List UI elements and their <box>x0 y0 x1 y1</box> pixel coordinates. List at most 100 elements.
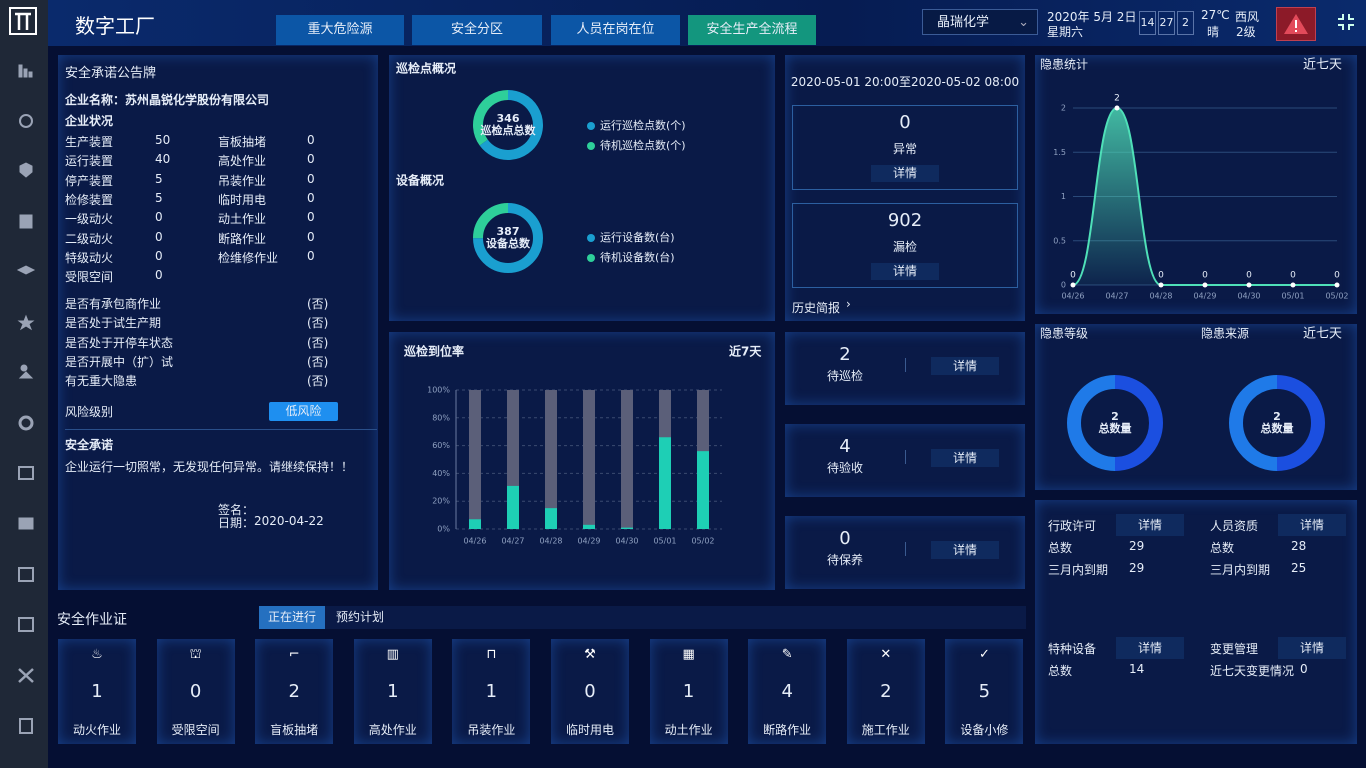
permit-name: 受限空间 <box>171 723 220 737</box>
collapse-icon <box>1338 14 1354 30</box>
status-label: 受限空间 <box>65 270 114 285</box>
task-label: 待验收 <box>826 461 863 475</box>
permit-card[interactable]: ✓ 5 设备小修 <box>945 639 1024 744</box>
alarm-icon <box>1284 14 1308 34</box>
x-tick-label: 04/29 <box>1193 292 1216 301</box>
status-value: 0 <box>155 268 163 283</box>
license-title: 变更管理 <box>1210 642 1259 656</box>
detail-button[interactable]: 详情 <box>931 357 999 375</box>
detail-button[interactable]: 详情 <box>1278 637 1346 659</box>
chart-title: 隐患等级 <box>1040 327 1088 341</box>
nav-tab[interactable]: 人员在岗在位 <box>551 15 680 45</box>
license-panel <box>1035 500 1357 744</box>
detail-button[interactable]: 详情 <box>871 263 939 280</box>
license-label: 总数 <box>1048 541 1073 555</box>
permit-count: 2 <box>880 681 892 702</box>
permit-count: 1 <box>485 681 498 702</box>
collapse-button[interactable] <box>1336 12 1356 32</box>
history-link[interactable]: 历史简报 <box>792 301 841 315</box>
center-value: 387 <box>497 225 520 238</box>
separator <box>905 542 906 556</box>
nav-tab[interactable]: 安全分区 <box>412 15 542 45</box>
divider <box>65 429 377 430</box>
legend-label: 运行设备数(台) <box>600 230 675 244</box>
pledge-text: 企业运行一切照常，无发现任何异常。请继续保持！！ <box>65 460 354 474</box>
date-label: 日期： <box>218 516 255 530</box>
x-tick-label: 04/29 <box>577 537 600 546</box>
detail-button[interactable]: 详情 <box>931 449 999 467</box>
bar-track <box>583 390 595 529</box>
license-title: 行政许可 <box>1048 519 1097 533</box>
y-tick-label: 100% <box>427 386 450 395</box>
permit-card[interactable]: ▥ 1 高处作业 <box>353 639 432 744</box>
y-tick-label: 1 <box>1061 192 1066 201</box>
question-answer: (否) <box>307 316 329 331</box>
permit-icon: ✕ <box>880 647 892 662</box>
pie-slice <box>1114 375 1163 471</box>
chart-title: 巡检点概况 <box>396 61 456 76</box>
bar <box>697 451 709 529</box>
detail-button[interactable]: 详情 <box>931 541 999 559</box>
status-value: 0 <box>155 229 163 244</box>
permit-count: 4 <box>781 681 793 702</box>
y-tick-label: 80% <box>432 413 450 422</box>
question-answer: (否) <box>307 354 329 369</box>
permit-card[interactable]: ✕ 2 施工作业 <box>846 639 925 744</box>
clock-digit: 27 <box>1158 11 1175 35</box>
detail-button[interactable]: 详情 <box>1116 637 1184 659</box>
area-line <box>1072 106 1337 286</box>
permit-card[interactable]: ⌐ 2 盲板抽堵 <box>255 639 334 744</box>
question-label: 是否处于开停车状态 <box>65 335 174 350</box>
y-tick-label: 60% <box>432 441 450 450</box>
status-label: 动土作业 <box>218 212 267 227</box>
permit-card[interactable]: ▦ 1 动土作业 <box>649 639 728 744</box>
bar-track <box>621 390 633 529</box>
permit-name: 吊装作业 <box>467 723 516 737</box>
permit-card[interactable]: ♨ 1 动火作业 <box>58 639 136 744</box>
point <box>1202 282 1208 288</box>
stat-value: 902 <box>887 210 923 231</box>
center-value: 2 <box>1273 410 1281 423</box>
permit-tab[interactable]: 正在进行 <box>259 606 325 629</box>
status-label: 停产装置 <box>65 173 114 188</box>
clock-digit: 2 <box>1177 11 1194 35</box>
y-tick-label: 20% <box>432 497 450 506</box>
nav-tab[interactable]: 安全生产全流程 <box>688 15 816 45</box>
y-tick-label: 2 <box>1061 104 1066 113</box>
app-title: 数字工厂 <box>75 14 155 38</box>
question-label: 是否处于试生产期 <box>65 316 162 331</box>
detail-button[interactable]: 详情 <box>1116 514 1184 536</box>
license-title: 人员资质 <box>1210 519 1259 533</box>
permit-name: 临时用电 <box>565 723 614 737</box>
bar <box>469 519 481 529</box>
nav-tab[interactable]: 重大危险源 <box>276 15 404 45</box>
company-select[interactable]: 晶瑞化学 ⌄ <box>922 9 1038 35</box>
point <box>1334 282 1340 288</box>
pledge-panel <box>58 55 378 590</box>
legend-dot <box>587 234 595 242</box>
detail-button[interactable]: 详情 <box>1278 514 1346 536</box>
data-label: 0 <box>1158 271 1164 281</box>
chart-title: 隐患来源 <box>1201 327 1249 341</box>
x-tick-label: 04/26 <box>463 537 486 546</box>
center-label: 设备总数 <box>486 236 531 250</box>
permit-card[interactable]: ⚒ 0 临时用电 <box>551 639 629 744</box>
permit-tab[interactable]: 预约计划 <box>335 610 384 624</box>
question-answer: (否) <box>307 374 329 389</box>
permit-tab-bar <box>259 606 1026 629</box>
question-label: 是否有承包商作业 <box>65 297 162 311</box>
permit-card[interactable]: ✎ 4 断路作业 <box>748 639 827 744</box>
permit-icon: ▥ <box>386 647 399 662</box>
sidebar-icons <box>9 7 37 734</box>
permit-count: 2 <box>288 681 300 702</box>
pie-slice <box>1229 375 1278 471</box>
status-label: 吊装作业 <box>218 173 267 188</box>
detail-button[interactable]: 详情 <box>871 165 939 182</box>
permit-card[interactable]: ⊓ 1 吊装作业 <box>452 639 531 744</box>
bar <box>621 527 633 529</box>
x-tick-label: 04/30 <box>615 537 638 546</box>
permit-icon: ▦ <box>682 647 695 662</box>
alarm-button[interactable] <box>1276 7 1316 41</box>
permit-card[interactable]: ⛫ 0 受限空间 <box>156 639 235 744</box>
